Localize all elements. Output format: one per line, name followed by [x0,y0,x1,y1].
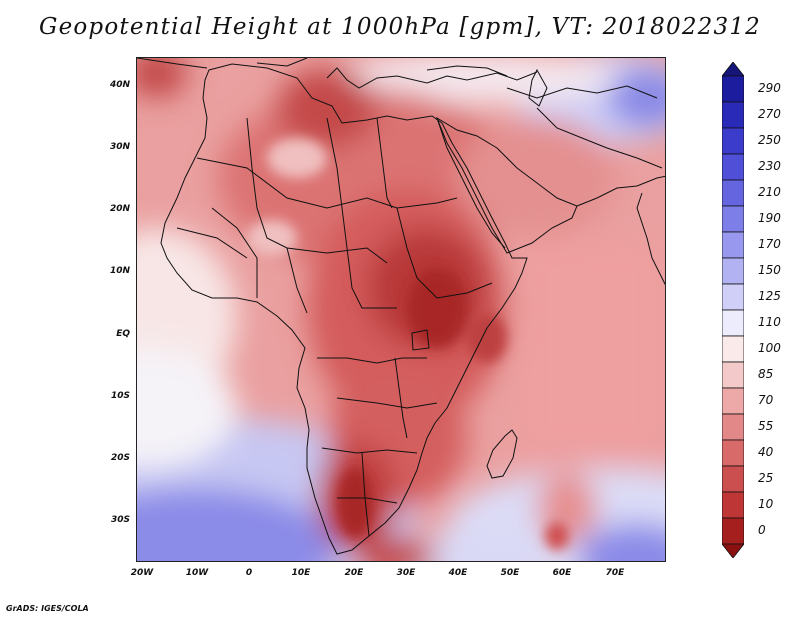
colorbar-label: 110 [758,315,781,329]
colorbar-segment [722,153,744,181]
colorbar [722,62,744,558]
colorbar-bottom-arrow [722,543,744,558]
colorbar-segment [722,465,744,493]
colorbar-segment [722,517,744,545]
colorbar-label: 210 [758,185,781,199]
lon-label-70e: 70E [605,568,625,578]
colorbar-segment [722,491,744,519]
lat-label-30s: 30S [110,515,130,525]
colorbar-segment [722,335,744,363]
colorbar-segment [722,101,744,129]
colorbar-label: 55 [758,419,774,433]
lon-label-10w: 10W [185,568,209,578]
colorbar-label: 190 [758,211,781,225]
lat-label-20n: 20N [109,204,130,214]
colorbar-label: 170 [758,237,781,251]
colorbar-segment [722,361,744,389]
colorbar-segment [722,179,744,207]
colorbar-segment [722,205,744,233]
colorbar-label: 40 [758,445,774,459]
colorbar-top-arrow [722,62,744,77]
colorbar-label: 0 [758,523,766,537]
lon-label-50e: 50E [500,568,520,578]
lon-label-10e: 10E [291,568,311,578]
colorbar-segment [722,413,744,441]
colorbar-label: 270 [758,107,781,121]
colorbar-label: 250 [758,133,781,147]
colorbar-label: 85 [758,367,774,381]
lon-label-30e: 30E [396,568,416,578]
colorbar-label: 100 [758,341,781,355]
footer-credit: GrADS: IGES/COLA [6,604,89,613]
lon-label-60e: 60E [552,568,572,578]
lat-label-30n: 30N [109,142,130,152]
colorbar-label: 70 [758,393,774,407]
coastlines [137,58,665,555]
map-plot-area [136,57,666,562]
lon-label-40e: 40E [448,568,468,578]
colorbar-label: 10 [758,497,774,511]
colorbar-segment [722,127,744,155]
colorbar-label: 25 [758,471,774,485]
colorbar-label: 150 [758,263,781,277]
colorbar-segment [722,439,744,467]
lat-label-20s: 20S [110,453,130,463]
colorbar-segment [722,75,744,103]
lon-label-0: 0 [245,568,253,578]
map-svg [137,58,665,561]
colorbar-segment [722,283,744,311]
colorbar-label: 290 [758,81,781,95]
colorbar-segment [722,309,744,337]
colorbar-label: 230 [758,159,781,173]
colorbar-segment [722,231,744,259]
lat-label-40n: 40N [109,80,130,90]
lat-label-10s: 10S [110,391,130,401]
colorbar-segment [722,387,744,415]
lat-label-eq: EQ [116,329,130,339]
colorbar-label: 125 [758,289,781,303]
lon-label-20e: 20E [344,568,364,578]
lon-label-20w: 20W [130,568,154,578]
lat-label-10n: 10N [109,266,130,276]
colorbar-segment [722,257,744,285]
chart-title: Geopotential Height at 1000hPa [gpm], VT… [39,14,761,40]
